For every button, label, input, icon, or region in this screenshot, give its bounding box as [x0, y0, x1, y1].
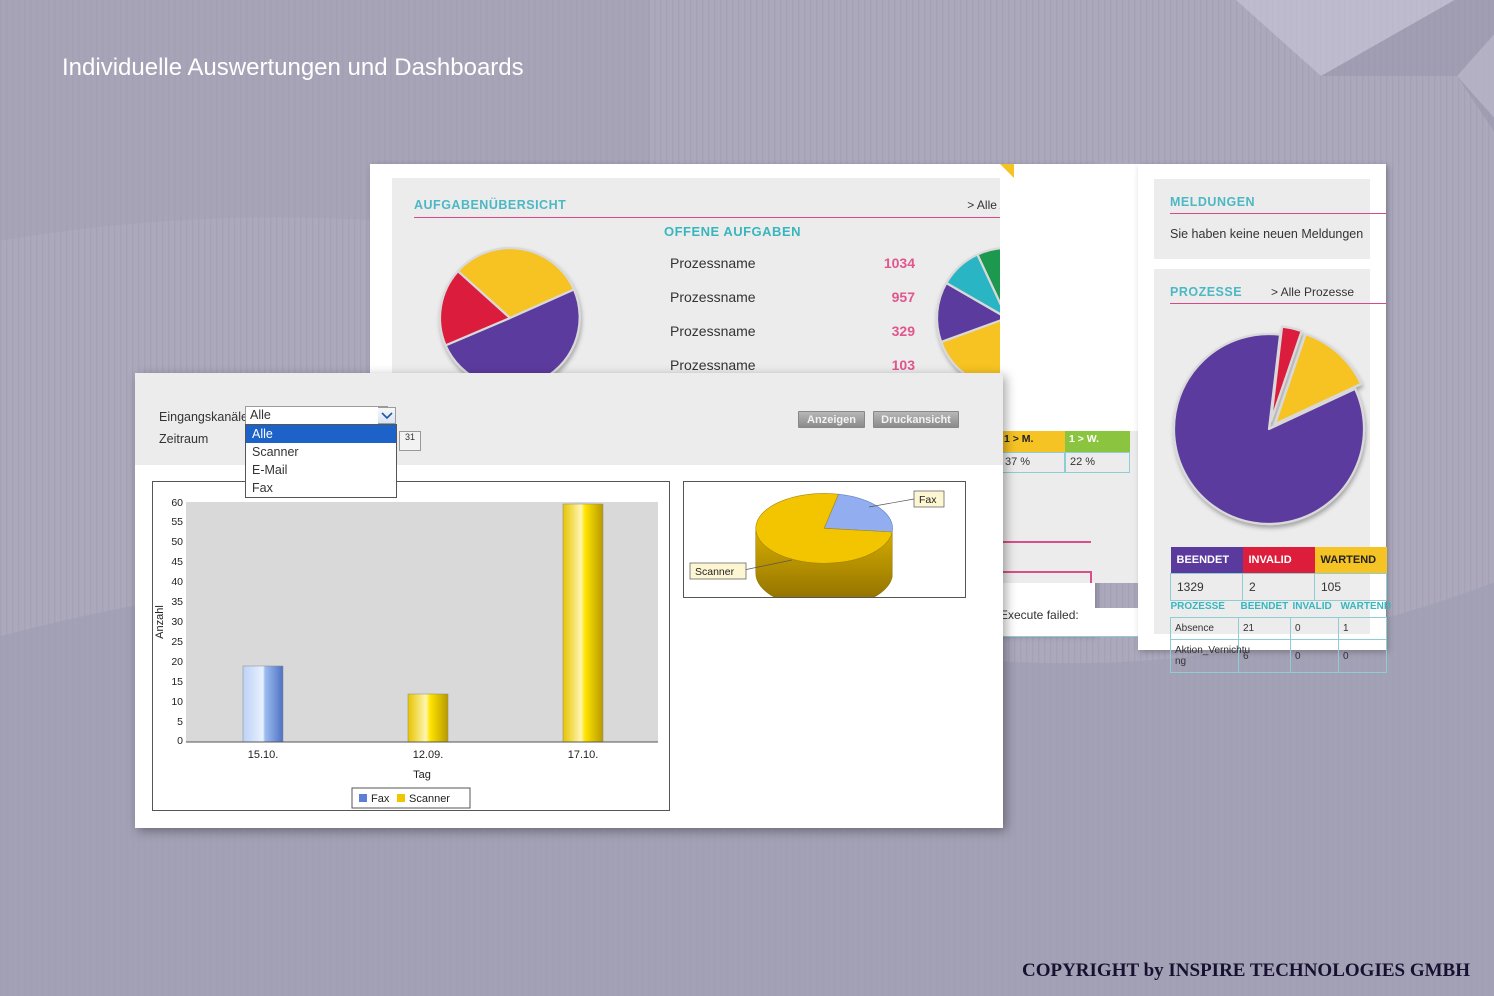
svg-text:0: 0 — [177, 735, 183, 747]
svg-text:15: 15 — [171, 676, 183, 688]
svg-text:25: 25 — [171, 636, 183, 648]
svg-text:10: 10 — [171, 696, 183, 708]
svg-text:Fax: Fax — [919, 494, 937, 506]
svg-text:Anzahl: Anzahl — [154, 605, 166, 639]
svg-text:5: 5 — [177, 716, 183, 728]
svg-text:40: 40 — [171, 576, 183, 588]
svg-text:Scanner: Scanner — [695, 566, 735, 578]
svg-text:15.10.: 15.10. — [248, 749, 279, 761]
svg-text:Fax: Fax — [371, 793, 390, 805]
svg-text:Tag: Tag — [413, 769, 431, 781]
svg-text:30: 30 — [171, 616, 183, 628]
svg-text:60: 60 — [171, 497, 183, 509]
svg-text:50: 50 — [171, 536, 183, 548]
svg-text:20: 20 — [171, 656, 183, 668]
svg-text:Scanner: Scanner — [409, 793, 450, 805]
svg-text:17.10.: 17.10. — [568, 749, 599, 761]
svg-text:12.09.: 12.09. — [413, 749, 444, 761]
svg-text:45: 45 — [171, 556, 183, 568]
svg-text:35: 35 — [171, 596, 183, 608]
svg-text:55: 55 — [171, 516, 183, 528]
